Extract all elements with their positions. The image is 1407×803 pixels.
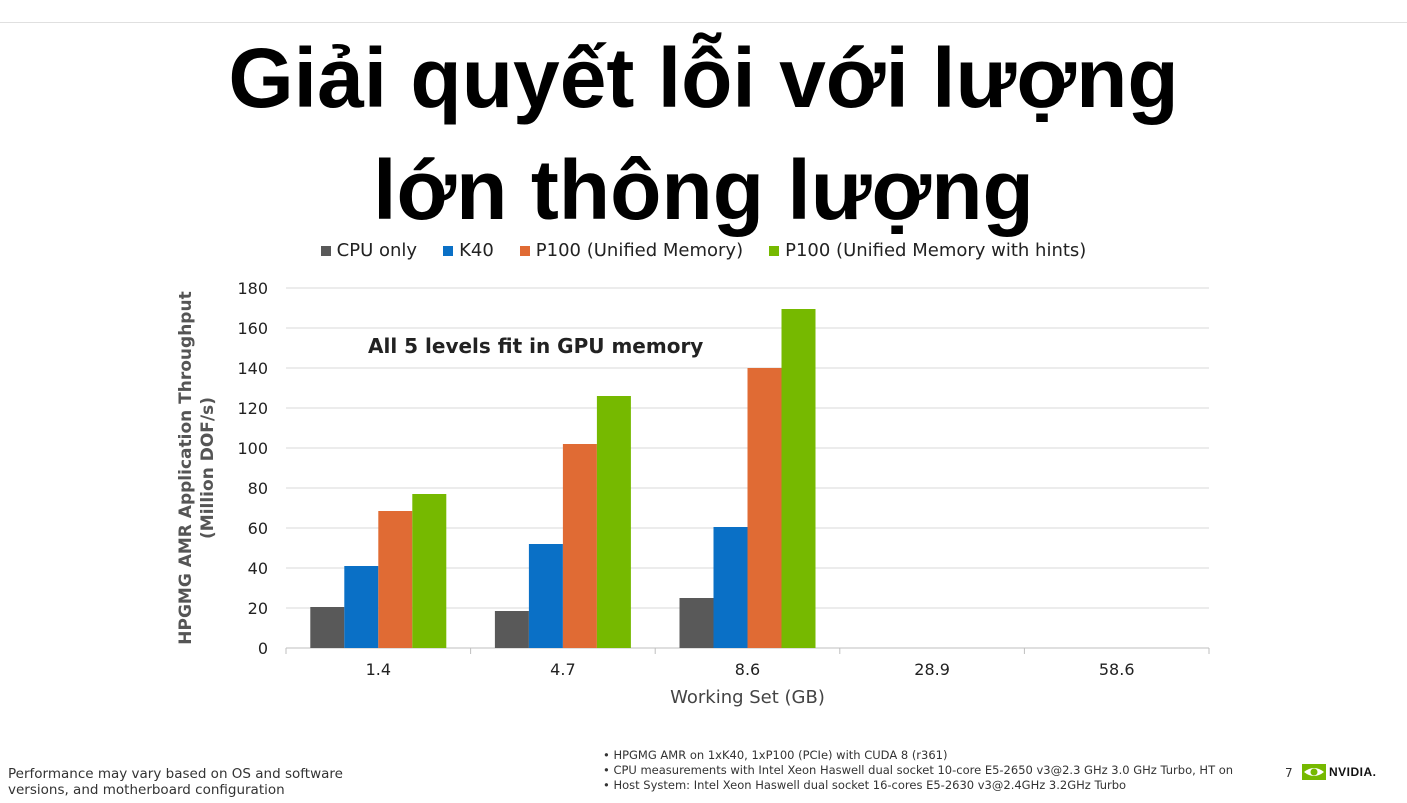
bar xyxy=(713,527,748,648)
footer-disclaimer: Performance may vary based on OS and sof… xyxy=(8,766,343,798)
chart-annotation: All 5 levels fit in GPU memory xyxy=(368,334,703,358)
bar xyxy=(412,494,447,648)
bar xyxy=(528,544,563,648)
chart-legend: CPU only K40 P100 (Unified Memory) P100 … xyxy=(0,240,1407,261)
footer-note: • HPGMG AMR on 1xK40, 1xP100 (PCIe) with… xyxy=(603,748,948,762)
title-line-2: lớn thông lượng xyxy=(373,143,1034,237)
legend-swatch-p100-hints xyxy=(769,245,780,256)
page-number: 7 xyxy=(1285,766,1293,780)
slide-title: Giải quyết lỗi với lượng lớn thông lượng xyxy=(0,22,1407,246)
bar xyxy=(494,611,529,648)
y-tick-label: 60 xyxy=(248,519,268,538)
y-axis-label-line-1: HPGMG AMR Application Throughput xyxy=(176,291,196,644)
x-tick-label: 58.6 xyxy=(1099,660,1135,679)
y-tick-label: 180 xyxy=(237,279,268,298)
legend-swatch-k40 xyxy=(443,245,454,256)
legend-label-cpu: CPU only xyxy=(336,240,418,261)
bar-chart: 0 20 40 60 80 100 120 140 160 180 1.4 4.7 8.6 28.9 58.… xyxy=(176,279,1210,708)
x-tick-label: 8.6 xyxy=(735,660,760,679)
footer-notes: • HPGMG AMR on 1xK40, 1xP100 (PCIe) with… xyxy=(603,748,1263,793)
y-tick-label: 100 xyxy=(237,439,268,458)
legend-label-k40: K40 xyxy=(459,240,494,261)
legend-swatch-cpu xyxy=(320,245,331,256)
bar xyxy=(679,598,714,648)
nvidia-eye-icon xyxy=(1302,764,1326,780)
y-tick-label: 80 xyxy=(248,479,268,498)
bar xyxy=(310,607,345,648)
bar xyxy=(596,396,631,648)
bar xyxy=(781,309,816,648)
legend-item-p100-um: P100 (Unified Memory) xyxy=(519,240,744,261)
y-tick-label: 40 xyxy=(248,559,268,578)
y-axis-label-line-2: (Million DOF/s) xyxy=(198,397,218,539)
nvidia-logo-text: NVIDIA. xyxy=(1329,765,1377,779)
legend-item-cpu: CPU only xyxy=(320,240,418,261)
nvidia-logo: NVIDIA. xyxy=(1302,764,1377,780)
y-tick-label: 20 xyxy=(248,599,268,618)
bar xyxy=(747,368,782,648)
legend-label-p100-hints: P100 (Unified Memory with hints) xyxy=(785,240,1087,261)
top-divider xyxy=(0,22,1407,23)
y-tick-label: 160 xyxy=(237,319,268,338)
legend-label-p100-um: P100 (Unified Memory) xyxy=(535,240,744,261)
legend-swatch-p100-um xyxy=(519,245,530,256)
y-tick-label: 120 xyxy=(237,399,268,418)
y-tick-label: 140 xyxy=(237,359,268,378)
legend-item-k40: K40 xyxy=(443,240,494,261)
bar xyxy=(562,444,597,648)
legend-item-p100-hints: P100 (Unified Memory with hints) xyxy=(769,240,1086,261)
x-tick-label: 28.9 xyxy=(914,660,950,679)
title-line-1: Giải quyết lỗi với lượng xyxy=(228,31,1179,125)
footer-note: • CPU measurements with Intel Xeon Haswe… xyxy=(603,763,1234,777)
footer-note: • Host System: Intel Xeon Haswell dual s… xyxy=(603,778,1127,792)
bar xyxy=(344,566,379,648)
y-tick-label: 0 xyxy=(258,639,268,658)
x-tick-label: 4.7 xyxy=(550,660,575,679)
x-tick-label: 1.4 xyxy=(366,660,391,679)
x-axis-label: Working Set (GB) xyxy=(670,687,825,708)
bar xyxy=(378,511,413,648)
